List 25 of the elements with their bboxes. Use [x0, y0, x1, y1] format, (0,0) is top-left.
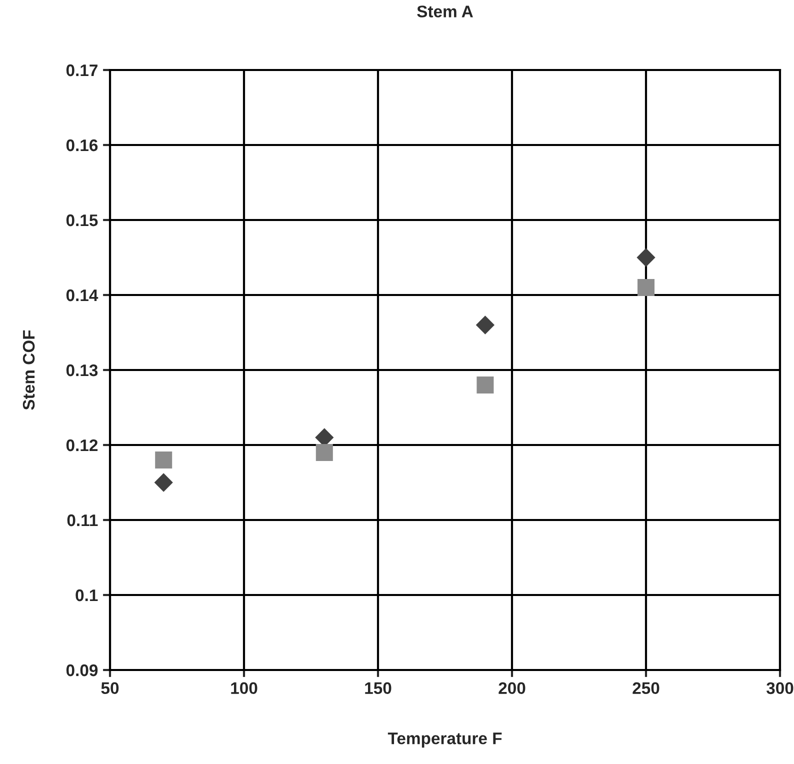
point — [155, 451, 172, 469]
chart-title: Stem A — [417, 6, 473, 18]
y-tick-label: 0.09 — [66, 664, 98, 676]
y-tick-label: 0.14 — [66, 289, 98, 302]
x-tick-label: 200 — [498, 682, 526, 694]
y-tick-label: 0.16 — [66, 139, 98, 152]
point — [636, 248, 656, 267]
y-tick-label: 0.17 — [66, 64, 98, 76]
y-tick-label: 0.13 — [66, 364, 98, 376]
y-tick-label: 0.1 — [76, 589, 98, 602]
x-tick-label: 150 — [365, 682, 392, 694]
y-axis-title: Stem COF — [22, 330, 35, 410]
point — [154, 473, 173, 492]
point — [476, 376, 494, 394]
point — [637, 278, 655, 296]
point — [316, 444, 333, 462]
x-tick-label: 250 — [632, 682, 660, 694]
x-tick-label: 300 — [766, 682, 794, 694]
y-tick-label: 0.12 — [66, 439, 98, 452]
x-tick-label: 100 — [231, 682, 258, 694]
point — [476, 316, 495, 334]
x-tick-label: 50 — [101, 682, 119, 694]
x-axis-title: Temperature F — [388, 732, 502, 748]
y-tick-label: 0.15 — [66, 214, 98, 226]
y-tick-label: 0.11 — [67, 514, 98, 526]
